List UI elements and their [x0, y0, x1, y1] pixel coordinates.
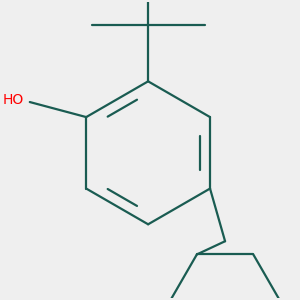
Text: HO: HO: [3, 93, 24, 107]
